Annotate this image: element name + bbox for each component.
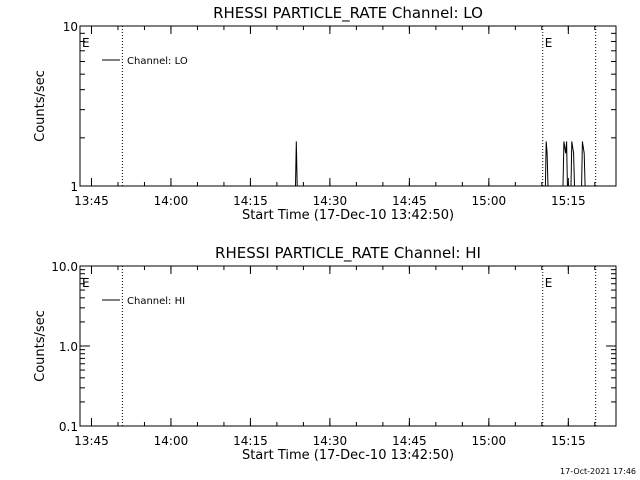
x-tick-label: 14:15 <box>233 194 268 208</box>
x-tick-label: 15:00 <box>472 434 507 448</box>
x-tick-label: 13:45 <box>74 194 109 208</box>
series-line <box>295 141 586 187</box>
x-tick-label: 14:00 <box>154 194 189 208</box>
legend-label: Channel: HI <box>127 296 185 307</box>
event-marker-label: E <box>545 36 553 50</box>
x-tick-label: 15:15 <box>551 194 586 208</box>
chart-title: RHESSI PARTICLE_RATE Channel: HI <box>215 244 481 263</box>
y-tick-label: 10.0 <box>51 260 78 274</box>
y-axis-label: Counts/sec <box>33 310 48 382</box>
x-tick-label: 15:00 <box>472 194 507 208</box>
x-tick-label: 14:30 <box>313 194 348 208</box>
x-tick-label: 13:45 <box>74 434 109 448</box>
timestamp-label: 17-Oct-2021 17:46 <box>560 467 636 476</box>
x-tick-label: 14:45 <box>392 434 427 448</box>
x-tick-label: 15:15 <box>551 434 586 448</box>
plot-frame <box>79 265 617 427</box>
event-marker-label: E <box>82 276 90 290</box>
x-tick-label: 14:00 <box>154 434 189 448</box>
plot-frame <box>79 25 617 187</box>
x-tick-label: 14:15 <box>233 434 268 448</box>
x-tick-label: 14:45 <box>392 194 427 208</box>
chart-title: RHESSI PARTICLE_RATE Channel: LO <box>213 4 483 23</box>
legend-label: Channel: LO <box>127 56 188 67</box>
chart-2: RHESSI PARTICLE_RATE Channel: HI 13:45 14:… <box>33 244 617 463</box>
x-tick-label: 14:30 <box>313 434 348 448</box>
chart-1: RHESSI PARTICLE_RATE Channel: LO 13:45 14:… <box>33 4 617 223</box>
x-axis-label: Start Time (17-Dec-10 13:42:50) <box>242 448 454 463</box>
y-tick-label: 1.0 <box>59 340 78 354</box>
y-tick-label: 1 <box>70 180 78 194</box>
y-axis-label: Counts/sec <box>33 70 48 142</box>
event-marker-label: E <box>545 276 553 290</box>
x-axis-label: Start Time (17-Dec-10 13:42:50) <box>242 208 454 223</box>
y-tick-label: 10 <box>63 20 78 34</box>
y-tick-label: 0.1 <box>59 420 78 434</box>
event-marker-label: E <box>82 36 90 50</box>
